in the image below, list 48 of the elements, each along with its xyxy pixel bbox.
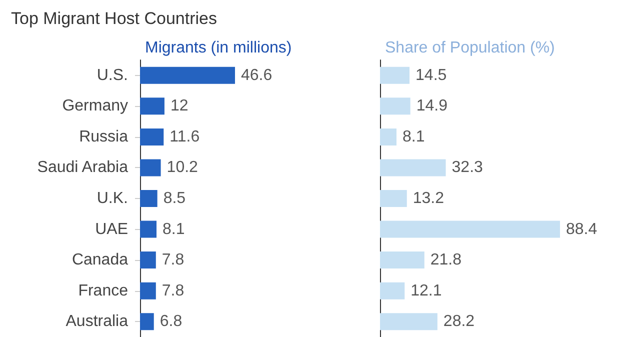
data-label: 8.1 [402,128,425,146]
data-label: 6.8 [160,313,182,330]
bar [140,220,157,238]
y-tick-label: Germany [62,98,128,115]
bar [140,128,164,146]
data-label: 10.2 [166,159,198,176]
x-axis-title: Migrants (in millions) [145,40,292,56]
bar [380,282,405,300]
data-label: 11.6 [170,128,200,146]
data-label: 8.5 [163,190,186,207]
chart-title: Top Migrant Host Countries [11,9,217,28]
data-label: 88.4 [566,220,598,238]
y-tick-label: Russia [79,128,128,146]
bar [380,98,410,115]
x-axis-title: Share of Population (%) [385,40,555,56]
data-label: 21.8 [430,252,462,269]
bar [140,252,156,269]
data-label: 14.9 [416,98,448,115]
bar [380,220,560,238]
y-tick-label: Australia [66,313,128,330]
data-label: 46.6 [241,66,272,84]
y-tick-label: UAE [95,220,128,238]
data-label: 12.1 [410,282,442,300]
data-label: 7.8 [162,282,184,300]
bar [140,98,164,115]
bar [380,128,396,146]
bar [380,159,446,176]
y-tick-label: Canada [72,252,128,269]
data-label: 7.8 [162,252,184,269]
bar [140,66,235,84]
bar [380,66,410,84]
bar [140,159,161,176]
bar [140,190,158,207]
bar [140,313,154,330]
y-tick-label: Saudi Arabia [37,159,128,176]
data-label: 28.2 [443,313,475,330]
data-label: 32.3 [452,159,484,176]
data-label: 13.2 [412,190,444,207]
y-tick-label: U.K. [96,190,128,207]
data-label: 8.1 [162,220,185,238]
y-tick-label: France [78,282,128,300]
bar [380,190,407,207]
data-label: 12 [170,98,188,115]
bar [380,252,424,269]
y-tick-label: U.S. [96,66,128,84]
bar [140,282,156,300]
data-label: 14.5 [416,66,447,84]
bar [380,313,438,330]
